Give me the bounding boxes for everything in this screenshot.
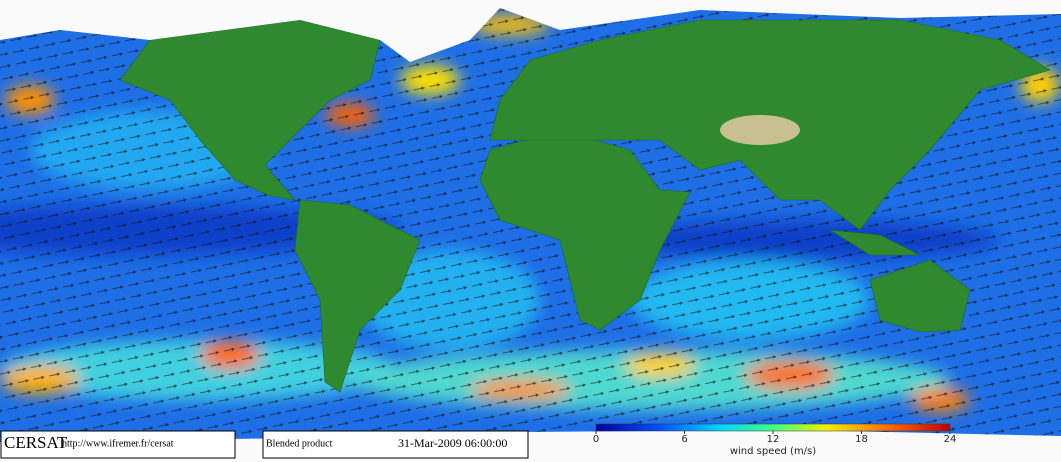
- url: http://www.ifremer.fr/cersat: [62, 438, 174, 449]
- footer: CERSAT http://www.ifremer.fr/cersat Blen…: [0, 430, 816, 459]
- land: [119, 19, 1051, 393]
- logo-box: [0, 430, 236, 459]
- info-box: [262, 430, 529, 459]
- colorbar-tick-label: 6: [681, 434, 687, 445]
- colorbar-tick-label: 24: [944, 434, 957, 445]
- colorbar-label: wind speed (m/s): [730, 446, 816, 457]
- logo: CERSAT: [4, 433, 68, 452]
- timestamp: 31-Mar-2009 06:00:00: [398, 436, 507, 450]
- product: Blended product: [266, 438, 333, 449]
- colorbar-tick-label: 0: [593, 434, 599, 445]
- colorbar-tick-label: 12: [767, 434, 780, 445]
- colorbar-tick-label: 18: [855, 434, 868, 445]
- colorbar: [595, 423, 951, 432]
